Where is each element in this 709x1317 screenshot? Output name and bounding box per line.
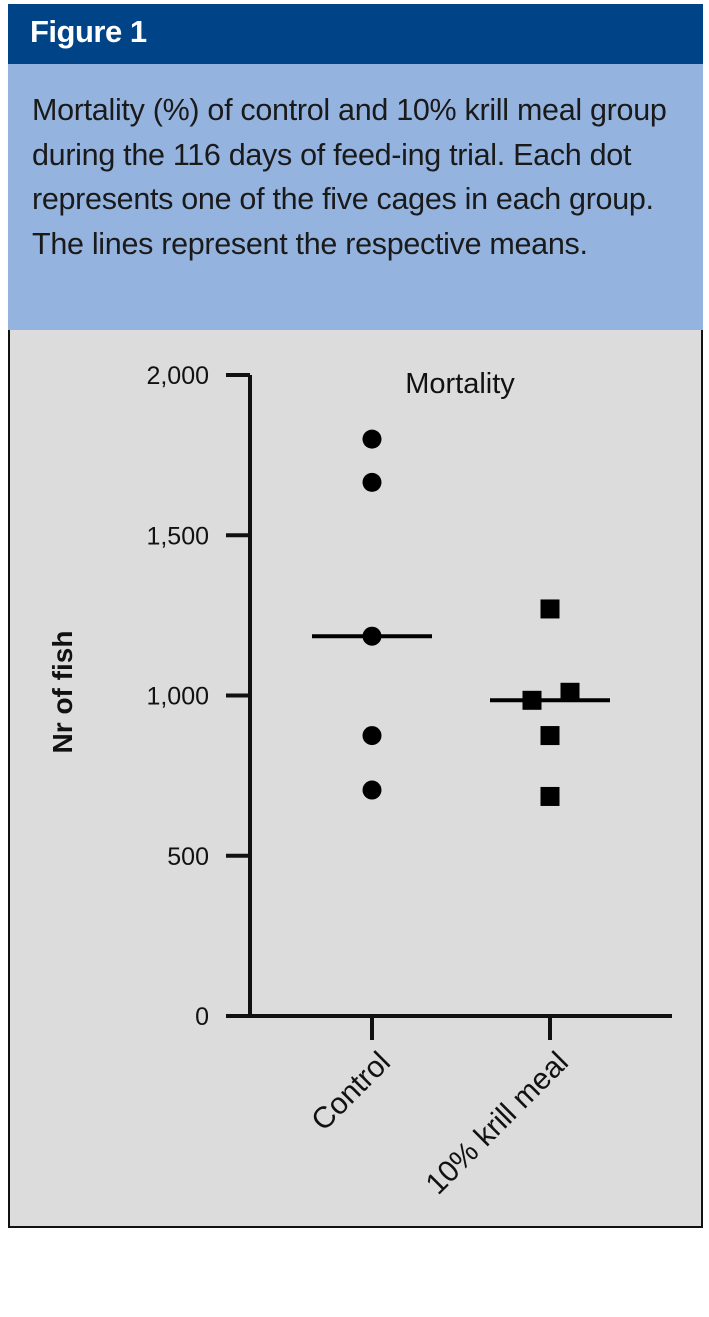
category-labels: Control 10% krill meal: [305, 1046, 575, 1201]
y-tick-label: 0: [195, 1003, 209, 1031]
y-tick-label: 500: [167, 843, 209, 871]
x-ticks: [370, 1016, 552, 1040]
data-point: [540, 599, 560, 619]
category-label: 10% krill meal: [420, 1046, 575, 1201]
category-label: Control: [305, 1046, 397, 1138]
y-axis-title: Nr of fish: [47, 631, 78, 754]
data-point: [362, 429, 382, 449]
mortality-chart: 0 500 1,000 1,500 2,000 Mortality Nr of fish…: [47, 362, 672, 1201]
y-ticks: 0 500 1,000 1,500 2,000: [146, 362, 250, 1031]
figure-caption-box: Mortality (%) of control and 10% krill m…: [8, 64, 703, 330]
data-point: [362, 726, 382, 746]
data-point: [540, 786, 560, 806]
mean-lines: [312, 634, 610, 703]
data-marks: [362, 429, 580, 806]
data-point: [362, 780, 382, 800]
plot-panel: 0 500 1,000 1,500 2,000 Mortality Nr of fish…: [8, 330, 703, 1228]
y-tick-label: 1,000: [146, 683, 209, 711]
y-tick-label: 1,500: [146, 522, 209, 550]
data-point: [362, 472, 382, 492]
chart-title: Mortality: [405, 368, 515, 400]
figure-header: Figure 1: [8, 4, 703, 64]
figure-label: Figure 1: [30, 14, 147, 49]
figure-caption: Mortality (%) of control and 10% krill m…: [32, 93, 667, 261]
data-point: [540, 726, 560, 746]
data-point: [560, 682, 580, 702]
y-tick-label: 2,000: [146, 362, 209, 390]
